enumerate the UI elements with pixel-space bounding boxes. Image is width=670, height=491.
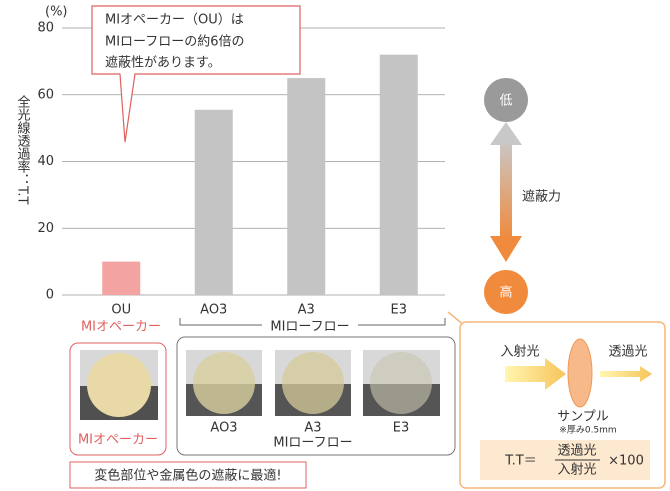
sample-disc xyxy=(87,353,151,417)
y-axis-label: 全光線透過率：T.T xyxy=(15,94,31,204)
group-label: MIオペーカー xyxy=(81,320,161,335)
note: 変色部位や金属色の遮蔽に最適! xyxy=(94,468,281,484)
sample-lens xyxy=(567,338,593,408)
sample-disc xyxy=(282,352,344,414)
callout-box xyxy=(91,5,301,143)
label-bg xyxy=(262,318,358,334)
opaque-label: MIオペーカー xyxy=(78,433,158,448)
x-tick-label: A3 xyxy=(298,303,315,318)
sample-label: AO3 xyxy=(210,421,237,436)
note-box xyxy=(69,461,307,489)
scale-shaft xyxy=(500,140,512,240)
sample-disc xyxy=(193,352,255,414)
y-tick-label: 80 xyxy=(37,21,54,36)
sample-name: サンプル xyxy=(557,410,609,425)
x-tick-label: AO3 xyxy=(200,303,227,318)
callout-line: MIローフローの約6倍の xyxy=(105,35,245,50)
low-circle xyxy=(484,78,528,122)
callout-line: 遮蔽性があります。 xyxy=(105,55,221,71)
y-tick-label: 20 xyxy=(37,221,54,236)
high-circle xyxy=(484,270,528,314)
incident-arrow xyxy=(505,358,566,390)
sample-label: A3 xyxy=(304,421,321,436)
bar xyxy=(287,78,326,295)
sample-disc xyxy=(370,352,432,414)
bar xyxy=(102,261,141,295)
incident-label: 入射光 xyxy=(500,344,539,360)
scale-label: 遮蔽力 xyxy=(522,189,561,205)
transmitted-arrow xyxy=(600,366,652,382)
low-label: 低 xyxy=(499,94,512,109)
scale-arrowhead xyxy=(490,236,522,262)
callout-line: MIオペーカー（OU）は xyxy=(105,13,244,28)
x-tick-label: E3 xyxy=(391,303,408,318)
bar xyxy=(379,54,418,296)
y-tick-label: 0 xyxy=(46,288,54,303)
y-unit: (%) xyxy=(45,5,68,20)
y-tick-label: 40 xyxy=(37,154,54,169)
thickness-note: ※厚み0.5mm xyxy=(559,425,616,436)
bar xyxy=(194,109,233,295)
x-tick-label: OU xyxy=(111,303,131,318)
transmitted-label: 透過光 xyxy=(608,345,647,360)
scale-arrowhead xyxy=(490,122,522,145)
high-label: 高 xyxy=(499,285,512,301)
formula-denominator: 入射光 xyxy=(557,462,596,478)
lowflow-label: MIローフロー xyxy=(273,436,352,451)
formula-lhs: T.T＝ xyxy=(504,454,536,469)
formula-numerator: 透過光 xyxy=(557,444,596,459)
y-tick-label: 60 xyxy=(37,87,54,102)
group-label: MIローフロー xyxy=(270,320,349,335)
sample-label: E3 xyxy=(393,421,410,436)
formula-rhs: ×100 xyxy=(608,454,644,469)
